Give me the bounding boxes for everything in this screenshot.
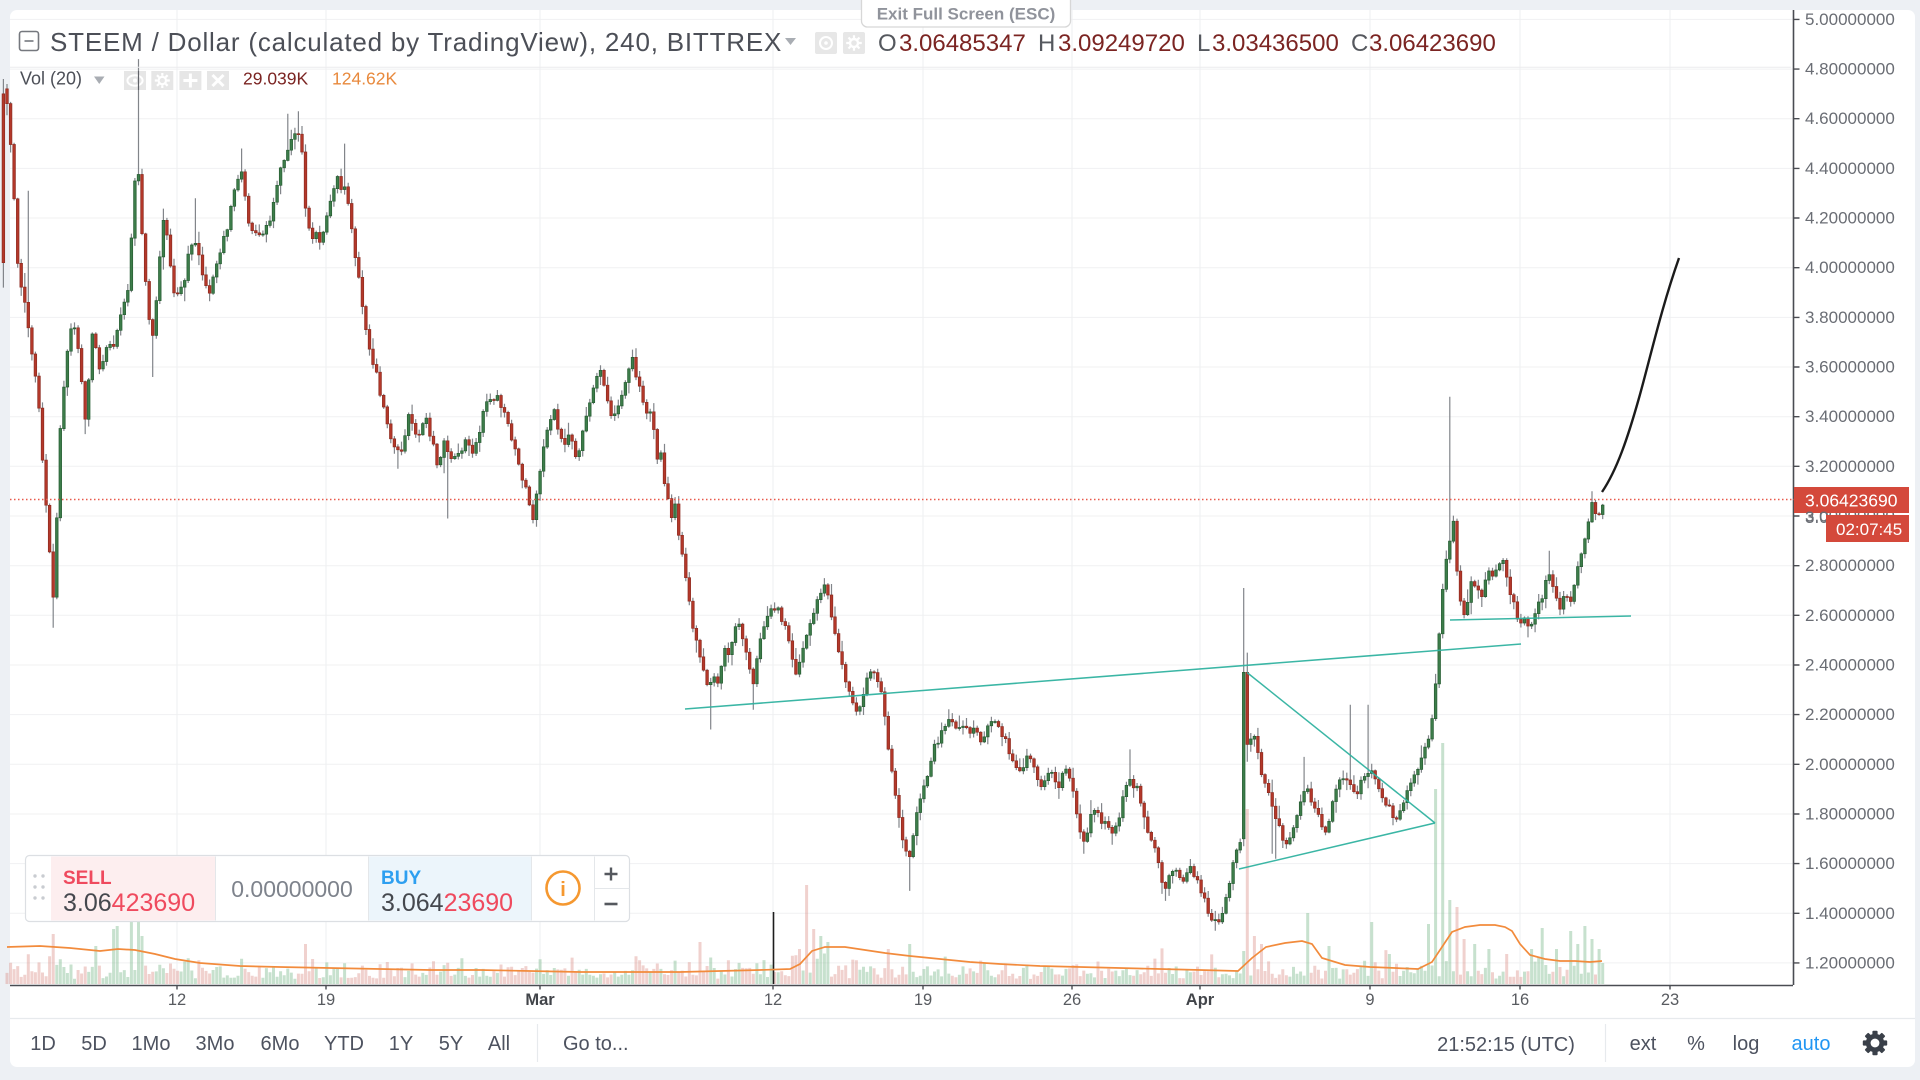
svg-text:5Y: 5Y	[439, 1033, 463, 1055]
svg-text:3.0: 3.0	[1805, 508, 1829, 527]
svg-text:O: O	[878, 30, 897, 57]
svg-text:3.80000000: 3.80000000	[1805, 308, 1895, 327]
svg-text:%: %	[1687, 1033, 1705, 1055]
svg-text:i: i	[560, 879, 566, 901]
svg-text:3.60000000: 3.60000000	[1805, 358, 1895, 377]
svg-text:3.40000000: 3.40000000	[1805, 407, 1895, 426]
svg-text:3Mo: 3Mo	[196, 1033, 235, 1055]
svg-text:5.00000000: 5.00000000	[1805, 10, 1895, 29]
svg-text:1Mo: 1Mo	[132, 1033, 171, 1055]
svg-text:3.06423690: 3.06423690	[63, 889, 195, 917]
svg-text:1D: 1D	[30, 1033, 56, 1055]
svg-text:SELL: SELL	[63, 868, 112, 889]
svg-text:12: 12	[168, 991, 186, 1009]
svg-text:3.03436500: 3.03436500	[1212, 30, 1339, 57]
svg-text:3.20000000: 3.20000000	[1805, 457, 1895, 476]
svg-text:Vol (20): Vol (20)	[20, 69, 82, 89]
svg-text:1.80000000: 1.80000000	[1805, 805, 1895, 824]
svg-text:4.20000000: 4.20000000	[1805, 209, 1895, 228]
svg-text:3.06423690: 3.06423690	[381, 889, 513, 917]
svg-text:Exit Full Screen (ESC): Exit Full Screen (ESC)	[877, 5, 1056, 24]
svg-text:Mar: Mar	[525, 991, 555, 1009]
svg-text:YTD: YTD	[324, 1033, 364, 1055]
svg-text:Apr: Apr	[1186, 991, 1215, 1009]
svg-text:2.60000000: 2.60000000	[1805, 606, 1895, 625]
svg-text:1.60000000: 1.60000000	[1805, 854, 1895, 873]
svg-text:19: 19	[317, 991, 335, 1009]
svg-text:auto: auto	[1792, 1033, 1831, 1055]
svg-text:02:07:45: 02:07:45	[1836, 520, 1902, 539]
svg-text:L: L	[1197, 30, 1210, 57]
svg-text:23: 23	[1661, 991, 1679, 1009]
svg-text:1.20000000: 1.20000000	[1805, 953, 1895, 972]
svg-text:2.80000000: 2.80000000	[1805, 556, 1895, 575]
svg-text:1.40000000: 1.40000000	[1805, 904, 1895, 923]
svg-text:log: log	[1733, 1033, 1760, 1055]
svg-text:4.40000000: 4.40000000	[1805, 159, 1895, 178]
svg-text:H: H	[1038, 30, 1055, 57]
svg-text:BUY: BUY	[381, 868, 421, 889]
svg-text:C: C	[1351, 30, 1368, 57]
svg-text:4.60000000: 4.60000000	[1805, 109, 1895, 128]
svg-text:19: 19	[914, 991, 932, 1009]
svg-text:ext: ext	[1630, 1033, 1657, 1055]
svg-text:3.06423690: 3.06423690	[1805, 491, 1898, 511]
svg-text:21:52:15 (UTC): 21:52:15 (UTC)	[1437, 1034, 1575, 1056]
svg-text:1Y: 1Y	[389, 1033, 413, 1055]
svg-text:4.00000000: 4.00000000	[1805, 258, 1895, 277]
svg-text:STEEM / Dollar (calculated by: STEEM / Dollar (calculated by TradingVie…	[50, 27, 782, 57]
svg-text:5D: 5D	[81, 1033, 107, 1055]
svg-text:4.80000000: 4.80000000	[1805, 60, 1895, 79]
svg-text:2.40000000: 2.40000000	[1805, 656, 1895, 675]
svg-text:6Mo: 6Mo	[261, 1033, 300, 1055]
svg-text:3.06423690: 3.06423690	[1369, 30, 1496, 57]
svg-text:Go to...: Go to...	[563, 1033, 629, 1055]
svg-text:12: 12	[764, 991, 782, 1009]
svg-text:16: 16	[1511, 991, 1529, 1009]
svg-text:124.62K: 124.62K	[332, 69, 398, 89]
svg-text:26: 26	[1063, 991, 1081, 1009]
svg-text:3.09249720: 3.09249720	[1058, 30, 1185, 57]
svg-text:29.039K: 29.039K	[243, 69, 309, 89]
svg-text:2.20000000: 2.20000000	[1805, 705, 1895, 724]
svg-text:2.00000000: 2.00000000	[1805, 755, 1895, 774]
svg-text:9: 9	[1365, 991, 1374, 1009]
svg-text:0.00000000: 0.00000000	[231, 876, 353, 902]
svg-text:3.06485347: 3.06485347	[899, 30, 1026, 57]
svg-text:All: All	[488, 1033, 510, 1055]
